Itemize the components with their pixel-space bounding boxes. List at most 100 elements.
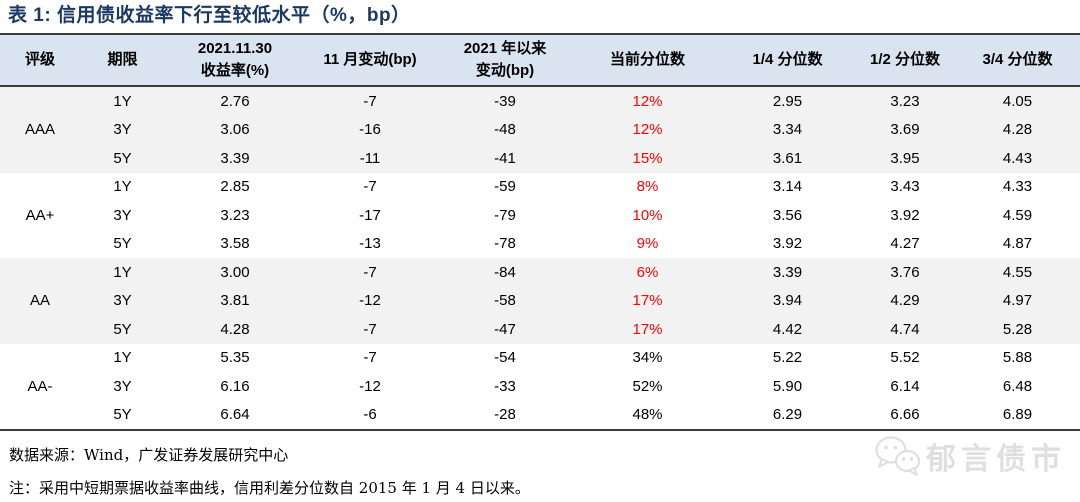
cell-nov_change: -7 [305,343,435,372]
cell-term: 1Y [80,86,165,116]
table-row-AAA-5Y: 5Y 3.39 -11 -41 15% 3.61 3.95 4.43 [0,144,1080,173]
table-body: AAA 1Y 2.76 -7 -39 12% 2.95 3.23 4.05 3Y 3.06 -16 -4… [0,86,1080,430]
cell-nov_change: -12 [305,372,435,401]
watermark: 郁言债市 [874,434,1066,478]
cell-current_pct: 9% [575,229,720,258]
table-row-AA--1Y: AA- 1Y 5.35 -7 -54 34% 5.22 5.52 5.88 [0,343,1080,430]
cell-current_pct: 48% [575,400,720,430]
cell-nov_change: -13 [305,229,435,258]
cell-nov_change: -7 [305,86,435,116]
cell-yield: 3.00 [165,258,305,287]
column-header-1: 期限 [80,34,165,87]
cell-q3: 4.43 [955,144,1080,173]
cell-term: 3Y [80,372,165,401]
watermark-label: 郁言债市 [926,443,1066,476]
table-row-AA+-3Y: 3Y 3.23 -17 -79 10% 3.56 3.92 4.59 [0,201,1080,230]
cell-q2: 3.95 [855,144,955,173]
cell-current_pct: 12% [575,115,720,144]
cell-q3: 5.88 [955,343,1080,372]
cell-term: 3Y [80,115,165,144]
cell-q1: 3.14 [720,172,855,201]
cell-q2: 4.29 [855,286,955,315]
cell-q2: 5.52 [855,343,955,372]
cell-q3: 4.59 [955,201,1080,230]
cell-yield: 3.81 [165,286,305,315]
cell-term: 5Y [80,315,165,344]
table-title: 表 1: 信用债收益率下行至较低水平（%，bp） [8,5,411,26]
column-header-3: 11 月变动(bp) [305,34,435,87]
cell-q1: 3.34 [720,115,855,144]
credit-yield-table: 评级 期限 2021.11.30 收益率(%) 11 月变动(bp) 2021 年以来 … [0,33,1080,431]
cell-ytd_change: -78 [435,229,575,258]
table-row-AA-1Y: AA 1Y 3.00 -7 -84 6% 3.39 3.76 4.55 [0,258,1080,344]
cell-ytd_change: -28 [435,400,575,430]
cell-q1: 3.92 [720,229,855,258]
cell-nov_change: -7 [305,172,435,201]
cell-q3: 6.48 [955,372,1080,401]
cell-nov_change: -11 [305,144,435,173]
cell-nov_change: -7 [305,315,435,344]
cell-rating-AAA: AAA [0,86,80,173]
column-header-5: 当前分位数 [575,34,720,87]
cell-current_pct: 10% [575,201,720,230]
column-header-0: 评级 [0,34,80,87]
header-row: 评级 期限 2021.11.30 收益率(%) 11 月变动(bp) 2021 年以来 … [0,34,1080,87]
table-header: 评级 期限 2021.11.30 收益率(%) 11 月变动(bp) 2021 年以来 … [0,34,1080,87]
column-header-7: 1/2 分位数 [855,34,955,87]
cell-ytd_change: -39 [435,86,575,116]
cell-q3: 4.05 [955,86,1080,116]
cell-current_pct: 52% [575,372,720,401]
cell-q3: 4.97 [955,286,1080,315]
wechat-icon [874,435,922,477]
cell-current_pct: 17% [575,286,720,315]
column-header-2: 2021.11.30 收益率(%) [165,34,305,87]
table-row-AAA-3Y: 3Y 3.06 -16 -48 12% 3.34 3.69 4.28 [0,115,1080,144]
cell-q2: 3.69 [855,115,955,144]
cell-term: 1Y [80,343,165,372]
cell-nov_change: -17 [305,201,435,230]
cell-ytd_change: -84 [435,258,575,287]
cell-current_pct: 8% [575,172,720,201]
cell-rating-AA+: AA+ [0,172,80,258]
cell-q1: 4.42 [720,315,855,344]
cell-term: 1Y [80,258,165,287]
cell-term: 5Y [80,144,165,173]
column-header-8: 3/4 分位数 [955,34,1080,87]
table-row-AA--5Y: 5Y 6.64 -6 -28 48% 6.29 6.66 6.89 [0,400,1080,430]
cell-current_pct: 6% [575,258,720,287]
table-row-AA--3Y: 3Y 6.16 -12 -33 52% 5.90 6.14 6.48 [0,372,1080,401]
cell-term: 5Y [80,400,165,430]
cell-q1: 3.61 [720,144,855,173]
cell-yield: 5.35 [165,343,305,372]
cell-q1: 3.39 [720,258,855,287]
cell-q3: 4.28 [955,115,1080,144]
table-row-AA+-5Y: 5Y 3.58 -13 -78 9% 3.92 4.27 4.87 [0,229,1080,258]
cell-current_pct: 12% [575,86,720,116]
methodology-note: 注：采用中短期票据收益率曲线，信用利差分位数自 2015 年 1 月 4 日以来… [9,479,530,497]
cell-q1: 5.90 [720,372,855,401]
cell-yield: 6.64 [165,400,305,430]
cell-nov_change: -6 [305,400,435,430]
cell-nov_change: -16 [305,115,435,144]
cell-q1: 3.56 [720,201,855,230]
cell-q2: 4.27 [855,229,955,258]
cell-yield: 4.28 [165,315,305,344]
cell-q3: 4.33 [955,172,1080,201]
cell-ytd_change: -48 [435,115,575,144]
cell-ytd_change: -41 [435,144,575,173]
cell-q3: 6.89 [955,400,1080,430]
cell-yield: 6.16 [165,372,305,401]
cell-yield: 2.85 [165,172,305,201]
cell-q2: 3.43 [855,172,955,201]
cell-nov_change: -12 [305,286,435,315]
cell-ytd_change: -47 [435,315,575,344]
cell-current_pct: 17% [575,315,720,344]
cell-ytd_change: -58 [435,286,575,315]
cell-term: 1Y [80,172,165,201]
cell-term: 3Y [80,286,165,315]
cell-q1: 5.22 [720,343,855,372]
cell-rating-AA-: AA- [0,343,80,430]
cell-nov_change: -7 [305,258,435,287]
cell-q2: 6.14 [855,372,955,401]
cell-q2: 6.66 [855,400,955,430]
